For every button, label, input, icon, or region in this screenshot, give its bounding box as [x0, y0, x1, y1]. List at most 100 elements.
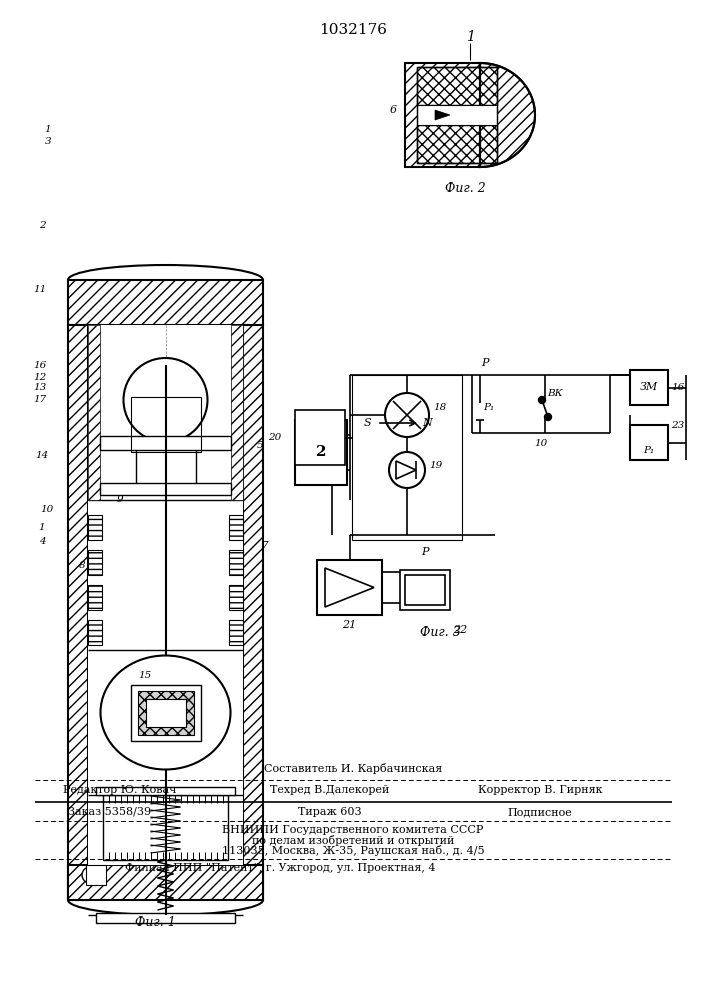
Text: 13: 13 — [33, 382, 47, 391]
Text: 21: 21 — [342, 620, 356, 630]
Bar — [68, 325, 88, 900]
Bar — [417, 67, 497, 163]
Bar — [400, 560, 465, 620]
Bar — [103, 795, 228, 860]
Text: ЗМ: ЗМ — [640, 382, 658, 392]
Text: 16: 16 — [33, 360, 47, 369]
Bar — [229, 585, 243, 610]
Text: 7: 7 — [262, 540, 269, 550]
Bar — [229, 620, 243, 645]
Text: 16: 16 — [671, 383, 684, 392]
Text: 12: 12 — [33, 372, 47, 381]
Bar — [405, 575, 445, 605]
Bar — [400, 570, 450, 610]
Bar — [137, 690, 194, 734]
Text: S: S — [363, 418, 370, 428]
Text: Филиал ППП "Патент", г. Ужгород, ул. Проектная, 4: Филиал ППП "Патент", г. Ужгород, ул. Про… — [124, 863, 436, 873]
Text: 113035, Москва, Ж-35, Раушская наб., д. 4/5: 113035, Москва, Ж-35, Раушская наб., д. … — [222, 846, 484, 856]
Text: N: N — [422, 418, 432, 428]
Bar — [630, 425, 668, 460]
Text: 3: 3 — [45, 137, 52, 146]
Bar — [88, 620, 102, 645]
Text: 1032176: 1032176 — [319, 23, 387, 37]
Bar — [295, 420, 347, 485]
Bar — [243, 325, 263, 900]
Bar — [146, 698, 185, 726]
Circle shape — [539, 396, 546, 403]
Bar — [88, 325, 243, 865]
Text: Корректор В. Гирняк: Корректор В. Гирняк — [478, 785, 602, 795]
Bar — [88, 550, 102, 575]
Bar — [131, 397, 201, 452]
Bar — [68, 865, 263, 900]
Text: 1: 1 — [466, 30, 474, 44]
Text: 6: 6 — [390, 105, 397, 115]
Text: Фиг. 3: Фиг. 3 — [420, 626, 460, 639]
Text: 2: 2 — [39, 221, 45, 230]
Bar — [229, 550, 243, 575]
Text: 9: 9 — [117, 495, 123, 504]
Text: 1: 1 — [39, 524, 45, 532]
Text: 8: 8 — [78, 562, 86, 570]
Circle shape — [156, 820, 175, 840]
Text: P₁: P₁ — [643, 446, 655, 455]
Text: P₁: P₁ — [483, 403, 494, 412]
Text: по делам изобретений и открытий: по делам изобретений и открытий — [252, 836, 454, 846]
Polygon shape — [480, 63, 535, 167]
Text: 10: 10 — [534, 438, 548, 448]
Text: Тираж 603: Тираж 603 — [298, 807, 362, 817]
Text: 18: 18 — [433, 402, 446, 412]
Bar — [630, 370, 668, 405]
Text: 22: 22 — [453, 625, 467, 635]
Bar — [417, 105, 497, 125]
Bar — [100, 436, 231, 450]
Text: 1: 1 — [45, 125, 52, 134]
Text: 10: 10 — [40, 506, 54, 514]
Text: Фиг. 1: Фиг. 1 — [135, 916, 176, 928]
Bar — [96, 787, 235, 795]
Bar — [417, 125, 497, 163]
Text: 23: 23 — [671, 420, 684, 430]
Bar — [231, 325, 243, 500]
Text: Заказ 5358/39: Заказ 5358/39 — [69, 807, 151, 817]
Text: 14: 14 — [35, 450, 49, 460]
Bar — [88, 515, 102, 540]
Text: 19: 19 — [429, 460, 443, 470]
Bar — [88, 585, 102, 610]
Ellipse shape — [100, 656, 230, 770]
Text: Редактор Ю. Ковач: Редактор Ю. Ковач — [63, 785, 177, 795]
Text: ВНИИПИ Государственного комитета СССР: ВНИИПИ Государственного комитета СССР — [222, 825, 484, 835]
Text: 20: 20 — [268, 433, 281, 442]
Bar — [352, 375, 462, 540]
Circle shape — [544, 414, 551, 420]
Text: 2: 2 — [316, 446, 326, 460]
Text: Фиг. 2: Фиг. 2 — [445, 182, 486, 194]
Bar — [88, 325, 100, 500]
Bar — [100, 483, 231, 495]
Text: 5: 5 — [257, 440, 263, 450]
Text: Составитель И. Карбачинская: Составитель И. Карбачинская — [264, 762, 442, 774]
Text: 4: 4 — [39, 536, 45, 546]
Text: 11: 11 — [33, 286, 47, 294]
Bar — [317, 560, 382, 615]
Polygon shape — [435, 110, 450, 120]
Bar — [68, 280, 263, 325]
Text: P: P — [421, 547, 428, 557]
Text: ВК: ВК — [547, 388, 563, 397]
Text: Подписное: Подписное — [508, 807, 573, 817]
Bar — [229, 515, 243, 540]
Bar — [131, 684, 201, 740]
Text: 17: 17 — [33, 395, 47, 404]
Text: 15: 15 — [139, 670, 151, 680]
Circle shape — [385, 393, 429, 437]
Text: P: P — [481, 358, 489, 368]
Bar — [86, 865, 106, 885]
Bar — [295, 410, 345, 465]
Circle shape — [389, 452, 425, 488]
Circle shape — [124, 358, 207, 442]
Circle shape — [82, 867, 98, 883]
Bar — [96, 913, 235, 923]
Bar — [405, 63, 480, 167]
Bar — [417, 67, 497, 105]
Text: Техред В.Далекорей: Техред В.Далекорей — [270, 785, 390, 795]
